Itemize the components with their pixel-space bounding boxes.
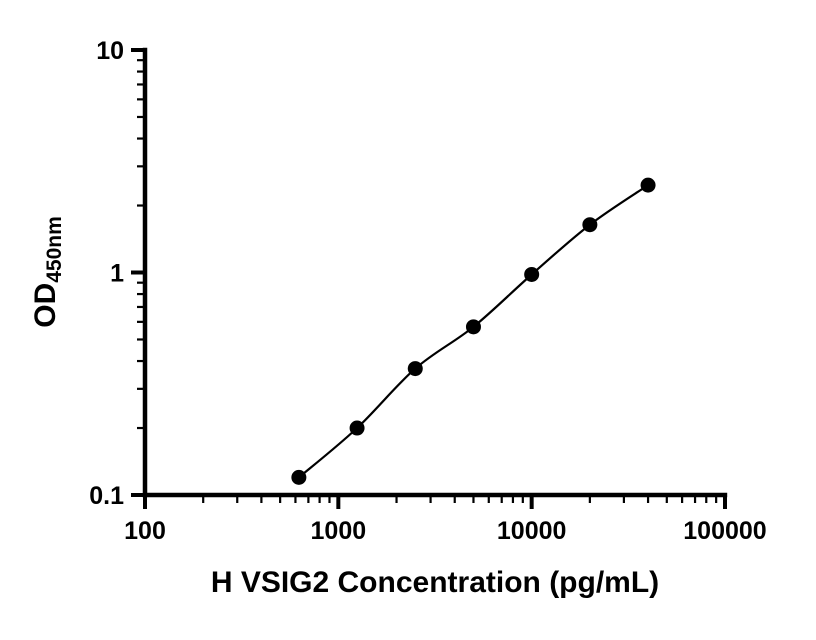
- data-point-marker: [465, 319, 481, 335]
- x-axis-title: H VSIG2 Concentration (pg/mL): [211, 566, 659, 599]
- y-tick-label: 10: [96, 37, 124, 65]
- x-tick-label: 100000: [683, 517, 766, 545]
- data-point-marker: [407, 361, 423, 377]
- y-axis-title-subscript: 450nm: [43, 216, 66, 283]
- data-point-marker: [291, 469, 307, 485]
- y-tick-label: 1: [110, 260, 124, 288]
- data-point-marker: [349, 420, 365, 436]
- x-tick-label: 1000: [311, 517, 367, 545]
- x-tick-label: 10000: [497, 517, 567, 545]
- y-tick-label: 0.1: [89, 482, 124, 510]
- x-tick-label: 100: [124, 517, 166, 545]
- y-axis-title-main: OD: [29, 283, 62, 328]
- y-axis-title: OD450nm: [29, 216, 66, 328]
- data-point-marker: [640, 177, 656, 193]
- data-point-marker: [524, 266, 540, 282]
- data-point-marker: [582, 217, 598, 233]
